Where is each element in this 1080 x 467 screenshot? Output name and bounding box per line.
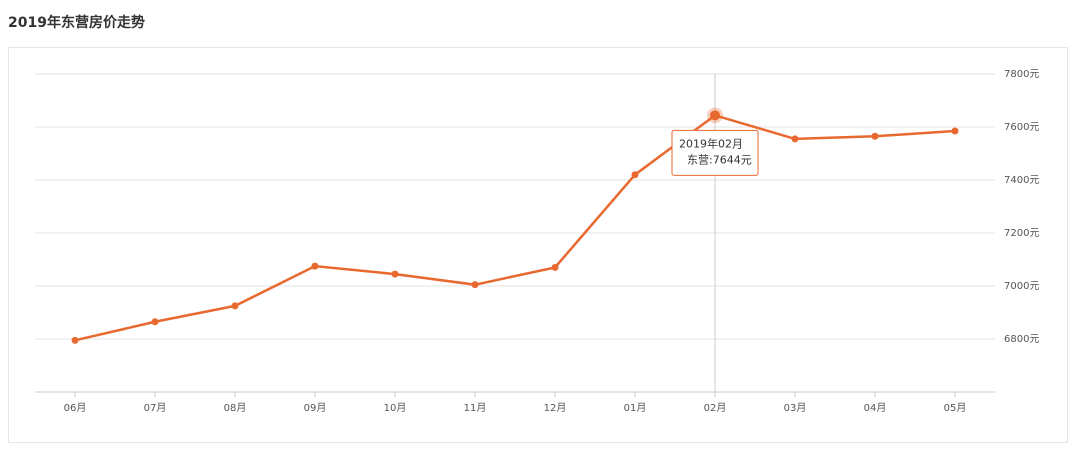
x-tick-label: 03月: [784, 402, 807, 414]
point: [871, 132, 879, 140]
point: [710, 110, 720, 121]
x-tick-label: 08月: [224, 402, 247, 414]
y-tick-label: 7800元: [1004, 69, 1039, 80]
y-tick-label: 7600元: [1004, 122, 1039, 133]
tooltip-text: 东营:7644元: [687, 152, 752, 166]
point: [391, 270, 399, 278]
point: [951, 127, 959, 135]
point: [631, 171, 639, 179]
x-tick-label: 01月: [624, 402, 647, 414]
x-tick-label: 10月: [384, 402, 407, 414]
x-tick-label: 05月: [944, 402, 967, 414]
tooltip-box: [671, 129, 759, 176]
x-tick-label: 02月: [704, 402, 727, 414]
x-tick-label: 12月: [544, 402, 567, 414]
x-tick-label: 07月: [144, 402, 167, 414]
line-series: [74, 113, 956, 342]
point: [231, 302, 239, 310]
x-tick-label: 11月: [464, 402, 487, 414]
point: [311, 262, 319, 270]
y-tick-label: 7200元: [1004, 228, 1039, 239]
x-tick-label: 09月: [304, 402, 327, 414]
point: [471, 281, 479, 289]
point: [151, 318, 159, 326]
point: [791, 135, 799, 143]
y-tick-label: 7000元: [1004, 281, 1039, 292]
x-tick-label: 06月: [64, 402, 87, 414]
point: [71, 336, 79, 344]
chart-frame: [8, 47, 1068, 443]
y-tick-label: 7400元: [1004, 175, 1039, 186]
chart-title: 2019年东营房价走势: [8, 14, 145, 31]
point: [551, 263, 559, 271]
tooltip-title: 2019年02月: [679, 136, 743, 150]
y-tick-label: 6800元: [1004, 334, 1039, 345]
x-tick-label: 04月: [864, 402, 887, 414]
